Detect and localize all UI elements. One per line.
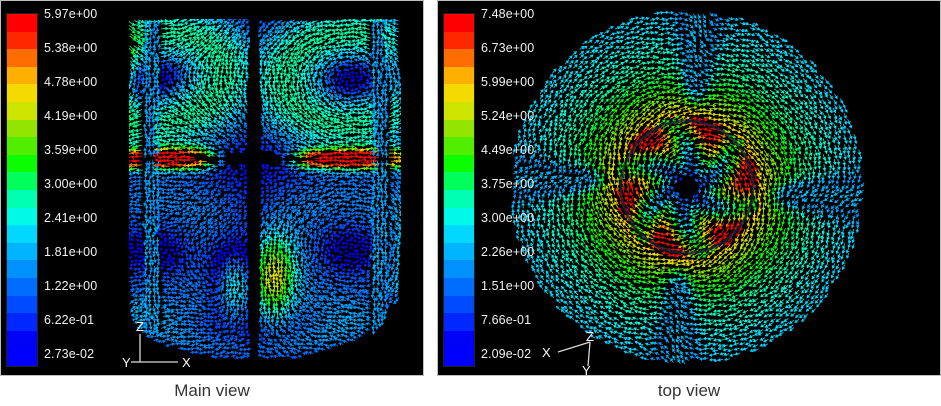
colorbar-tick-label: 6.73e+00	[481, 41, 535, 55]
colorbar-band	[444, 242, 474, 261]
colorbar-tick-label: 2.26e+00	[481, 245, 535, 259]
colorbar-band	[7, 119, 37, 138]
colorbar-band	[444, 260, 474, 278]
colorbar-tick-label: 3.75e+00	[481, 177, 535, 191]
colorbar-tick-label: 4.78e+00	[44, 75, 98, 89]
velocity-colorbar-top	[443, 13, 475, 367]
caption-main-view: Main view	[174, 381, 250, 400]
colorbar-band	[444, 84, 474, 102]
colorbar-band	[7, 137, 37, 155]
colorbar-band	[444, 207, 474, 226]
colorbar-band	[7, 172, 37, 190]
colorbar-band	[444, 225, 474, 243]
colorbar-tick-label: 7.48e+00	[481, 7, 535, 21]
colorbar-band	[7, 66, 37, 85]
axis-label-x: X	[182, 355, 191, 370]
colorbar-labels-top: 7.48e+00 6.73e+00 5.99e+00 5.24e+00 4.49e+00…	[481, 0, 573, 376]
colorbar-band	[444, 137, 474, 155]
colorbar-band	[7, 225, 37, 243]
colorbar-band	[7, 295, 37, 314]
axis-label-y: Y	[582, 363, 591, 378]
colorbar-band	[7, 348, 37, 366]
colorbar-band	[7, 313, 37, 331]
colorbar-tick-label: 4.19e+00	[44, 109, 98, 123]
colorbar-band	[7, 84, 37, 102]
colorbar-band	[444, 348, 474, 366]
caption-top-view: top view	[657, 381, 721, 400]
colorbar-band	[444, 277, 474, 296]
colorbar-tick-label: 1.81e+00	[44, 245, 98, 259]
colorbar-band	[444, 295, 474, 314]
colorbar-band	[7, 49, 37, 67]
vector-field-top-view	[438, 1, 940, 375]
colorbar-band	[7, 189, 37, 208]
panel-top-view	[437, 0, 941, 376]
colorbar-band	[7, 14, 37, 32]
panel-main-view	[0, 0, 424, 376]
velocity-colorbar-main	[6, 13, 38, 367]
axis-label-z: Z	[586, 329, 594, 344]
colorbar-labels-main: 5.97e+00 5.38e+00 4.78e+00 4.19e+00 3.59e+00…	[44, 0, 136, 376]
colorbar-tick-label: 2.09e-02	[481, 347, 532, 361]
colorbar-band	[444, 154, 474, 173]
colorbar-band	[444, 31, 474, 50]
colorbar-band	[444, 101, 474, 120]
colorbar-band	[444, 119, 474, 138]
colorbar-tick-label: 3.00e+00	[44, 177, 98, 191]
colorbar-tick-label: 5.38e+00	[44, 41, 98, 55]
colorbar-band	[444, 330, 474, 349]
axis-triad-main: Z Y X	[122, 319, 200, 372]
colorbar-band	[7, 277, 37, 296]
colorbar-tick-label: 1.51e+00	[481, 279, 535, 293]
colorbar-tick-label: 6.22e-01	[44, 313, 95, 327]
colorbar-band	[444, 189, 474, 208]
vector-field-main-view	[1, 1, 423, 375]
colorbar-tick-label: 3.59e+00	[44, 143, 98, 157]
colorbar-band	[7, 260, 37, 278]
colorbar-band	[444, 14, 474, 32]
colorbar-tick-label: 5.97e+00	[44, 7, 98, 21]
colorbar-tick-label: 5.99e+00	[481, 75, 535, 89]
axis-triad-top: X Z Y	[542, 329, 620, 378]
colorbar-tick-label: 5.24e+00	[481, 109, 535, 123]
colorbar-tick-label: 2.41e+00	[44, 211, 98, 225]
colorbar-tick-label: 2.73e-02	[44, 347, 95, 361]
colorbar-band	[7, 242, 37, 261]
axis-label-y: Y	[122, 355, 131, 370]
colorbar-band	[7, 101, 37, 120]
colorbar-tick-label: 4.49e+00	[481, 143, 535, 157]
colorbar-band	[444, 49, 474, 67]
colorbar-band	[7, 207, 37, 226]
colorbar-band	[7, 31, 37, 50]
axis-label-x: X	[542, 345, 551, 360]
colorbar-band	[7, 330, 37, 349]
colorbar-tick-label: 7.66e-01	[481, 313, 532, 327]
colorbar-band	[444, 66, 474, 85]
colorbar-tick-label: 3.00e+00	[481, 211, 535, 225]
colorbar-band	[444, 313, 474, 331]
axis-label-z: Z	[136, 319, 144, 334]
colorbar-band	[7, 154, 37, 173]
colorbar-band	[444, 172, 474, 190]
colorbar-tick-label: 1.22e+00	[44, 279, 98, 293]
